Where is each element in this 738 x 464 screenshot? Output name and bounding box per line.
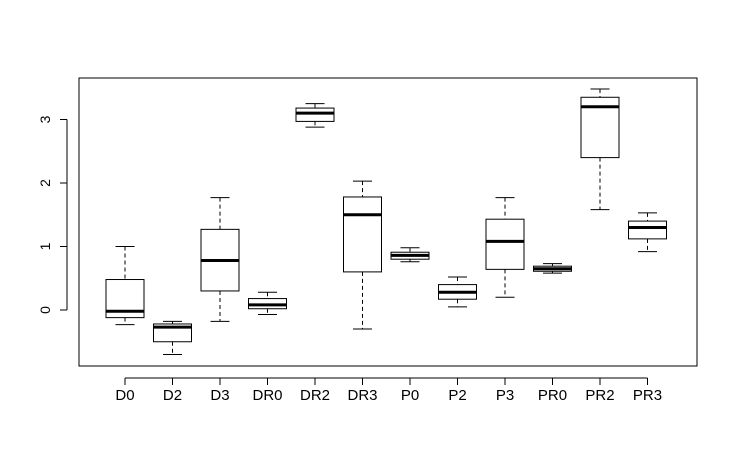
box-d3: [200, 197, 240, 322]
box-p2: [438, 276, 477, 308]
y-axis: 0 1 2 3: [37, 115, 68, 314]
box-dr2: [295, 103, 335, 128]
x-tick-label: D3: [210, 387, 229, 404]
box-p0: [390, 247, 430, 263]
x-tick-label: DR2: [300, 387, 330, 404]
x-tick-label: P0: [401, 387, 419, 404]
plot-frame: [78, 77, 698, 367]
box-dr3: [343, 180, 382, 330]
x-axis: D0 D2 D3 DR0 DR2 DR3 P0 P2 P3 PR0 PR2 PR3: [115, 377, 662, 404]
box-dr0: [248, 291, 287, 315]
iqr-box: [485, 218, 525, 270]
box-p3: [485, 197, 525, 298]
x-tick-label: P2: [448, 387, 466, 404]
x-tick-label: DR3: [347, 387, 377, 404]
x-tick-label: D0: [115, 387, 134, 404]
x-tick-label: PR2: [585, 387, 614, 404]
box-pr2: [580, 88, 620, 211]
y-tick-label: 2: [37, 179, 53, 187]
box-pr3: [628, 212, 667, 253]
box-d2: [153, 320, 192, 355]
x-tick-label: DR0: [252, 387, 282, 404]
box-d0: [105, 246, 145, 326]
box-pr0: [533, 263, 572, 274]
boxplot-series: [105, 88, 667, 355]
x-tick-label: P3: [496, 387, 514, 404]
y-tick-label: 0: [37, 306, 53, 314]
x-tick-label: D2: [163, 387, 182, 404]
iqr-box: [343, 196, 382, 273]
iqr-box: [628, 220, 667, 240]
iqr-box: [295, 107, 335, 122]
x-tick-label: PR0: [538, 387, 567, 404]
y-tick-label: 3: [37, 115, 53, 123]
y-tick-label: 1: [37, 242, 53, 250]
x-tick-label: PR3: [633, 387, 662, 404]
